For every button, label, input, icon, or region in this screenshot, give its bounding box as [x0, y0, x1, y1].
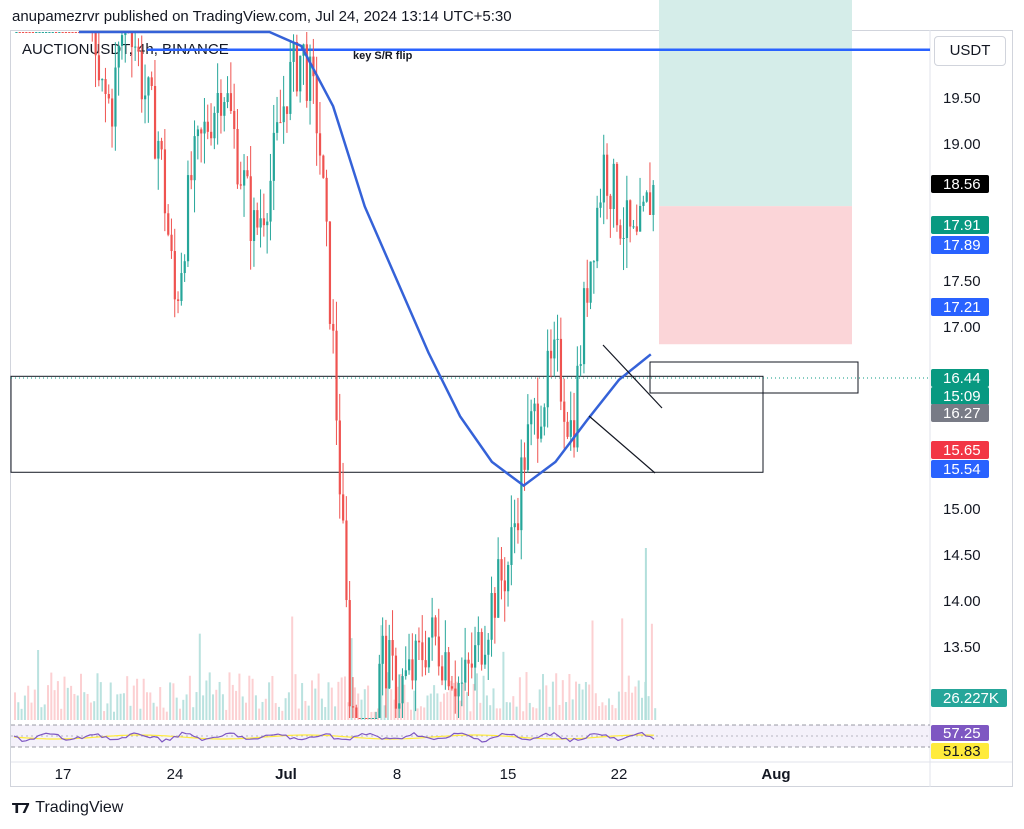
currency-button[interactable]: USDT — [934, 36, 1006, 66]
footer-brand-label: TradingView — [35, 799, 124, 816]
symbol-title[interactable]: AUCTIONUSDT, 4h, BINANCE — [22, 41, 229, 58]
chart-frame — [10, 30, 1013, 787]
annotation-key-sr-flip: key S/R flip — [353, 50, 413, 62]
tradingview-logo-icon: 𝗧𝟳 — [12, 799, 30, 816]
publisher-caption: anupamezrvr published on TradingView.com… — [12, 8, 512, 25]
footer-brand[interactable]: 𝗧𝟳 TradingView — [12, 799, 123, 817]
